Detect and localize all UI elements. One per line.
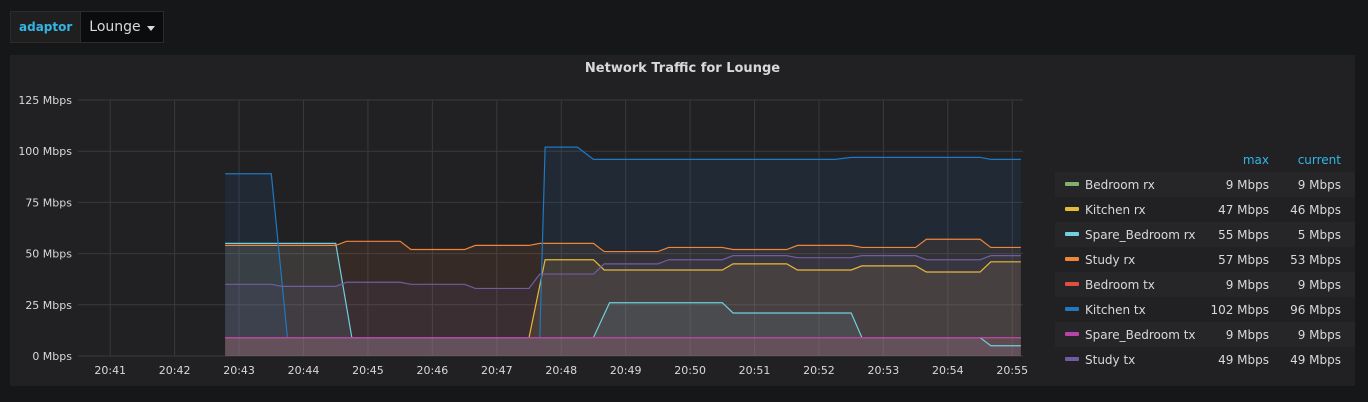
legend-swatch-icon — [1065, 207, 1079, 211]
series-area — [225, 337, 1021, 356]
graph-panel: Network Traffic for Lounge 0 Mbps 25 Mbps… — [10, 55, 1355, 386]
y-tick-label: 25 Mbps — [25, 299, 72, 312]
legend-swatch-icon — [1065, 232, 1079, 236]
legend-item[interactable]: Study rx 57 Mbps 53 Mbps — [1055, 247, 1355, 272]
legend-swatch-icon — [1065, 307, 1079, 311]
legend-current-header[interactable]: current — [1297, 153, 1341, 167]
series-line — [225, 146, 1021, 339]
legend-current-value: 9 Mbps — [1297, 177, 1341, 192]
x-tick-label: 20:45 — [352, 364, 384, 377]
y-tick-label: 125 Mbps — [18, 94, 72, 107]
x-tick-label: 20:49 — [610, 364, 642, 377]
legend-max-value: 55 Mbps — [1218, 227, 1269, 242]
x-tick-label: 20:55 — [996, 364, 1028, 377]
legend-series-name: Study rx — [1085, 252, 1136, 267]
legend-max-value: 9 Mbps — [1225, 327, 1269, 342]
x-tick-label: 20:43 — [223, 364, 255, 377]
legend-max-value: 57 Mbps — [1218, 252, 1269, 267]
legend-current-value: 9 Mbps — [1297, 277, 1341, 292]
legend-max-value: 49 Mbps — [1218, 352, 1269, 367]
legend-item[interactable]: Spare_Bedroom rx 55 Mbps 5 Mbps — [1055, 222, 1355, 247]
series-area — [225, 255, 1021, 356]
legend-series-name: Bedroom tx — [1085, 277, 1155, 292]
series-area — [225, 243, 1021, 356]
legend-item[interactable]: Bedroom tx 9 Mbps 9 Mbps — [1055, 272, 1355, 297]
legend-series-name: Kitchen rx — [1085, 202, 1146, 217]
legend-item[interactable]: Spare_Bedroom tx 9 Mbps 9 Mbps — [1055, 322, 1355, 347]
x-tick-label: 20:54 — [932, 364, 964, 377]
legend-max-value: 9 Mbps — [1225, 177, 1269, 192]
legend-item[interactable]: Study tx 49 Mbps 49 Mbps — [1055, 347, 1355, 372]
legend-series-name: Spare_Bedroom tx — [1085, 327, 1196, 342]
x-tick-label: 20:53 — [868, 364, 900, 377]
legend-swatch-icon — [1065, 357, 1079, 361]
legend-item[interactable]: Kitchen tx 102 Mbps 96 Mbps — [1055, 297, 1355, 322]
legend-rows: Bedroom rx 9 Mbps 9 Mbps Kitchen rx 47 Mbps 4… — [1055, 172, 1355, 372]
legend-swatch-icon — [1065, 182, 1079, 186]
legend-current-value: 96 Mbps — [1290, 302, 1341, 317]
template-variable-bar: adaptor Lounge — [10, 11, 164, 43]
legend-current-value: 49 Mbps — [1290, 352, 1341, 367]
x-tick-label: 20:47 — [481, 364, 513, 377]
variable-dropdown[interactable]: Lounge — [81, 11, 164, 43]
series-area — [225, 259, 1021, 356]
legend-item[interactable]: Bedroom rx 9 Mbps 9 Mbps — [1055, 172, 1355, 197]
panel-title[interactable]: Network Traffic for Lounge — [584, 61, 781, 76]
series-line — [225, 259, 1021, 339]
x-tick-label: 20:44 — [288, 364, 320, 377]
legend-series-name: Bedroom rx — [1085, 177, 1155, 192]
legend-swatch-icon — [1065, 332, 1079, 336]
legend-series-name: Study tx — [1085, 352, 1136, 367]
legend-series-name: Kitchen tx — [1085, 302, 1146, 317]
x-tick-label: 20:46 — [417, 364, 449, 377]
series-area — [225, 337, 1021, 356]
x-tick-label: 20:51 — [739, 364, 771, 377]
x-tick-label: 20:42 — [159, 364, 191, 377]
y-tick-label: 75 Mbps — [25, 196, 72, 209]
traffic-chart: 0 Mbps 25 Mbps 50 Mbps 75 Mbps 100 Mbps 125 M… — [18, 94, 1028, 377]
legend-current-value: 53 Mbps — [1290, 252, 1341, 267]
legend-swatch-icon — [1065, 257, 1079, 261]
x-tick-label: 20:41 — [94, 364, 126, 377]
legend-swatch-icon — [1065, 282, 1079, 286]
legend-header: max current — [1055, 150, 1355, 172]
legend: max current Bedroom rx 9 Mbps 9 Mbps Kitche… — [1055, 150, 1355, 372]
x-tick-label: 20:52 — [803, 364, 835, 377]
legend-max-value: 9 Mbps — [1225, 277, 1269, 292]
series-line — [225, 242, 1021, 347]
legend-current-value: 5 Mbps — [1297, 227, 1341, 242]
variable-label: adaptor — [10, 11, 82, 43]
y-tick-label: 100 Mbps — [18, 145, 72, 158]
series-line — [225, 238, 1021, 253]
y-tick-label: 0 Mbps — [32, 350, 72, 363]
legend-current-value: 9 Mbps — [1297, 327, 1341, 342]
y-tick-label: 50 Mbps — [25, 248, 72, 261]
series-line — [225, 255, 1021, 290]
legend-current-value: 46 Mbps — [1290, 202, 1341, 217]
legend-max-value: 102 Mbps — [1210, 302, 1269, 317]
x-tick-label: 20:48 — [545, 364, 577, 377]
x-tick-label: 20:50 — [674, 364, 706, 377]
caret-down-icon — [146, 25, 155, 31]
legend-max-header[interactable]: max — [1242, 153, 1269, 167]
legend-series-name: Spare_Bedroom rx — [1085, 227, 1196, 242]
legend-item[interactable]: Kitchen rx 47 Mbps 46 Mbps — [1055, 197, 1355, 222]
variable-value: Lounge — [89, 19, 141, 35]
legend-max-value: 47 Mbps — [1218, 202, 1269, 217]
series-area — [225, 337, 1021, 356]
series-area — [225, 239, 1021, 356]
